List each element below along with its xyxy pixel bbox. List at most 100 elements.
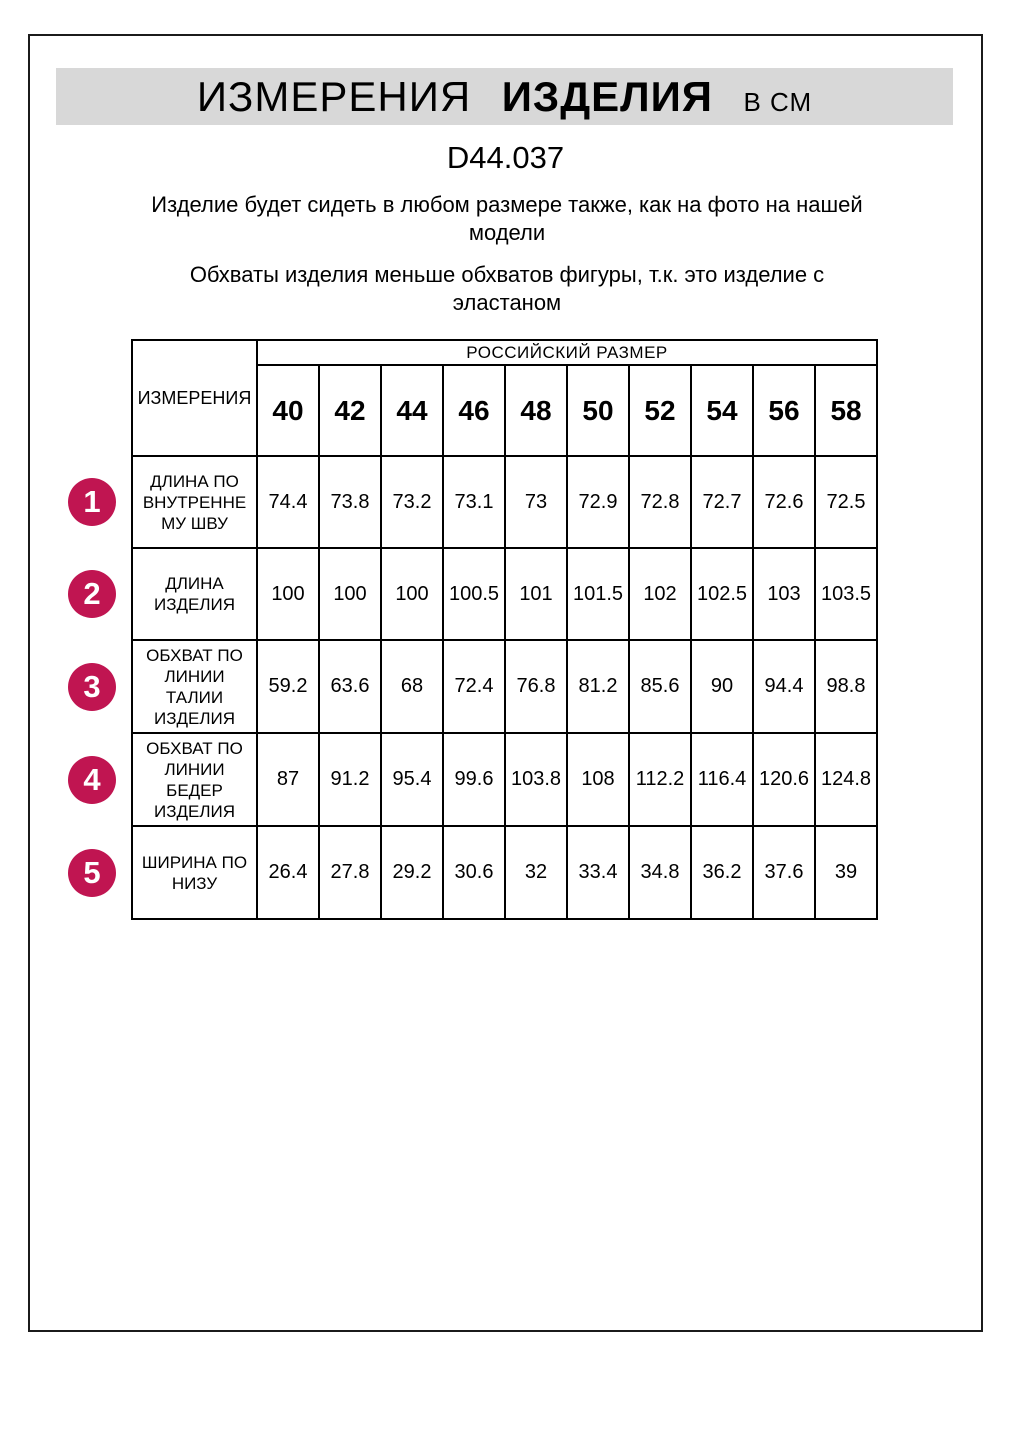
measurement-value: 72.9 [566, 455, 630, 549]
size-column-header: 50 [566, 364, 630, 457]
measurement-value: 76.8 [504, 639, 568, 734]
measurement-value: 73.1 [442, 455, 506, 549]
table-row: 3 ОБХВАТ ПО ЛИНИИ ТАЛИИ ИЗДЕЛИЯ 59.2 63.6 68 72.… [28, 639, 879, 734]
measurement-value: 27.8 [318, 825, 382, 920]
measurement-value: 72.4 [442, 639, 506, 734]
measurement-value: 34.8 [628, 825, 692, 920]
size-system-row: ИЗМЕРЕНИЯ РОССИЙСКИЙ РАЗМЕР [28, 339, 879, 457]
table-row: 5 ШИРИНА ПО НИЗУ 26.4 27.8 29.2 30.6 32 33.4 34.8… [28, 825, 879, 920]
corner-cell: ИЗМЕРЕНИЯ [131, 339, 258, 457]
measurement-label-line: ВНУТРЕННЕ [142, 492, 247, 512]
measurement-value: 108 [566, 732, 630, 827]
measurements-table: ИЗМЕРЕНИЯ РОССИЙСКИЙ РАЗМЕР 40 42 44 46 … [28, 339, 879, 920]
measurement-label-line: ИЗДЕЛИЯ [154, 708, 235, 728]
title-measurements: ИЗМЕРЕНИЯ [196, 73, 472, 120]
measurement-value: 116.4 [690, 732, 754, 827]
size-column-header: 52 [628, 364, 692, 457]
badge-spacer-cell [28, 340, 132, 456]
measurement-value: 102.5 [690, 547, 754, 641]
measurement-value: 103 [752, 547, 816, 641]
measurement-value: 100 [318, 547, 382, 641]
size-column-header: 40 [256, 364, 320, 457]
measurement-label-line: НИЗУ [171, 873, 218, 893]
size-column-header: 48 [504, 364, 568, 457]
measurement-value: 68 [380, 639, 444, 734]
fit-note-line: Изделие будет сидеть в любом размере так… [151, 192, 863, 217]
table-row: 1 ДЛИНА ПО ВНУТРЕННЕ МУ ШВУ 74.4 73.8 73.2 73.1… [28, 455, 879, 549]
title-units: В СМ [743, 87, 813, 117]
measurement-label-line: ДЛИНА ПО [150, 471, 239, 491]
stretch-note: Обхваты изделия меньше обхватов фигуры, … [117, 261, 897, 317]
measurement-value: 94.4 [752, 639, 816, 734]
measurement-label: ДЛИНА ПО ВНУТРЕННЕ МУ ШВУ [131, 455, 258, 549]
table-row: 4 ОБХВАТ ПО ЛИНИИ БЕДЕР ИЗДЕЛИЯ 87 91.2 95.4 99.… [28, 732, 879, 827]
size-column-header: 42 [318, 364, 382, 457]
measurement-value: 120.6 [752, 732, 816, 827]
badge-cell: 5 [28, 826, 132, 919]
measurement-value: 32 [504, 825, 568, 920]
size-column-header: 54 [690, 364, 754, 457]
measurement-value: 73.8 [318, 455, 382, 549]
measurement-value: 26.4 [256, 825, 320, 920]
page-title-bar: ИЗМЕРЕНИЯ ИЗДЕЛИЯ В СМ [56, 68, 953, 125]
measurement-value: 81.2 [566, 639, 630, 734]
fit-note-line: модели [468, 220, 546, 245]
badge-cell: 2 [28, 548, 132, 640]
russian-size-header: РОССИЙСКИЙ РАЗМЕР [255, 339, 879, 366]
measurement-label-line: ИЗДЕЛИЯ [154, 595, 235, 614]
measurement-label-line: ДЛИНА [165, 574, 224, 593]
measurement-label-line: ЛИНИИ [164, 759, 225, 779]
measurement-value: 59.2 [256, 639, 320, 734]
row-number-badge: 5 [68, 848, 116, 897]
measurement-value: 124.8 [813, 732, 879, 827]
measurement-value: 100.5 [442, 547, 506, 641]
stretch-note-line: эластаном [452, 290, 562, 315]
measurement-label-line: МУ ШВУ [161, 513, 228, 533]
measurement-value: 102 [628, 547, 692, 641]
row-number-badge: 3 [68, 662, 116, 711]
measurement-value: 39 [813, 825, 879, 920]
measurement-label-line: ОБХВАТ ПО [146, 738, 243, 758]
measurement-value: 73.2 [380, 455, 444, 549]
size-column-header: 58 [813, 364, 879, 457]
measurement-label-line: ОБХВАТ ПО [146, 645, 243, 665]
measurement-value: 33.4 [566, 825, 630, 920]
size-column-header: 46 [442, 364, 506, 457]
measurement-value: 103.8 [504, 732, 568, 827]
measurement-value: 101.5 [566, 547, 630, 641]
measurement-value: 72.8 [628, 455, 692, 549]
badge-cell: 1 [28, 456, 132, 548]
size-column-header: 44 [380, 364, 444, 457]
badge-cell: 3 [28, 640, 132, 733]
stretch-note-line: Обхваты изделия меньше обхватов фигуры, … [189, 262, 825, 287]
table-row: 2 ДЛИНА ИЗДЕЛИЯ 100 100 100 100.5 101 101.5 102 10… [28, 547, 879, 641]
measurement-value: 72.7 [690, 455, 754, 549]
measurement-value: 112.2 [628, 732, 692, 827]
measurement-value: 85.6 [628, 639, 692, 734]
measurement-value: 90 [690, 639, 754, 734]
measurement-label-line: БЕДЕР [166, 780, 223, 800]
measurement-value: 30.6 [442, 825, 506, 920]
fit-note: Изделие будет сидеть в любом размере так… [117, 191, 897, 247]
measurement-value: 103.5 [813, 547, 879, 641]
title-product: ИЗДЕЛИЯ [501, 73, 713, 120]
product-code: D44.037 [446, 140, 565, 175]
measurement-value: 98.8 [813, 639, 879, 734]
row-number-badge: 2 [68, 570, 116, 618]
size-values-row: 40 42 44 46 48 50 52 54 56 58 [28, 364, 879, 457]
measurement-value: 99.6 [442, 732, 506, 827]
measurement-value: 95.4 [380, 732, 444, 827]
badge-cell: 4 [28, 733, 132, 826]
row-number-badge: 4 [68, 755, 116, 804]
measurement-value: 37.6 [752, 825, 816, 920]
measurement-value: 101 [504, 547, 568, 641]
measurement-value: 100 [380, 547, 444, 641]
measurement-value: 87 [256, 732, 320, 827]
measurement-value: 29.2 [380, 825, 444, 920]
row-number-badge: 1 [68, 478, 116, 526]
measurement-value: 72.5 [813, 455, 879, 549]
measurements-table-body: 1 ДЛИНА ПО ВНУТРЕННЕ МУ ШВУ 74.4 73.8 73.2 73.1… [28, 455, 879, 920]
measurement-label: ДЛИНА ИЗДЕЛИЯ [131, 547, 258, 641]
size-column-header: 56 [752, 364, 816, 457]
measurement-label-line: ТАЛИИ [165, 687, 224, 707]
